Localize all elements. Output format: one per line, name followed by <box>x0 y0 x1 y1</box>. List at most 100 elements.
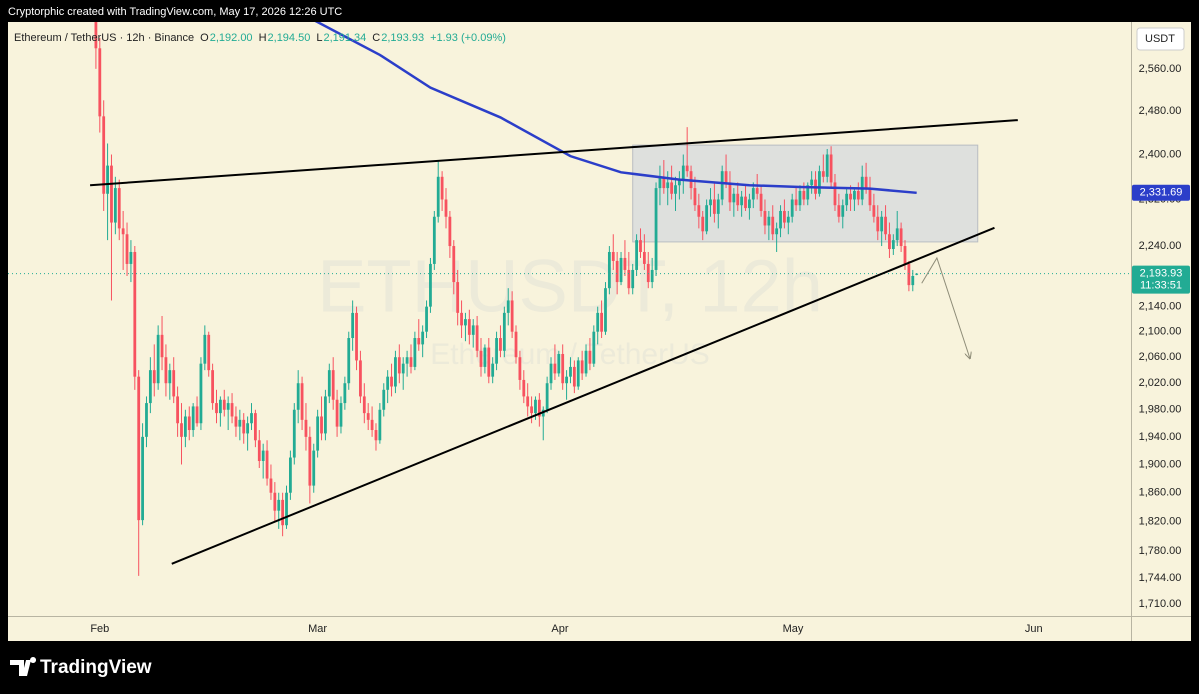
candle-body <box>98 48 102 117</box>
candle-body <box>627 269 631 289</box>
candle-body <box>475 325 479 351</box>
candle-body <box>604 288 607 332</box>
candle-body <box>619 257 623 283</box>
candle-body <box>137 376 141 521</box>
candle-body <box>246 423 250 434</box>
candle-body <box>238 419 242 427</box>
candle-body <box>775 228 779 235</box>
candle-body <box>553 363 557 374</box>
candle-body <box>168 370 172 384</box>
candle-body <box>856 190 860 200</box>
candle-body <box>662 176 666 189</box>
candle-body <box>853 190 856 200</box>
candle-body <box>681 165 685 180</box>
candle-body <box>802 190 806 200</box>
candle-body <box>308 436 312 486</box>
candle-body <box>825 154 829 177</box>
candle-body <box>534 399 537 414</box>
candle-body <box>436 176 440 217</box>
candle-body <box>390 376 393 387</box>
legend-value: 2,191.34 <box>323 32 366 44</box>
candle-body <box>191 406 195 431</box>
candle-body <box>464 319 467 326</box>
y-tick-label: 1,900.00 <box>1139 458 1182 470</box>
x-tick-label: Mar <box>308 623 327 635</box>
candle-body <box>397 357 401 374</box>
y-tick-label: 1,780.00 <box>1139 545 1182 557</box>
candle-body <box>592 331 596 364</box>
candle-body <box>724 171 728 183</box>
candle-body <box>141 436 144 521</box>
moving-average <box>314 22 917 195</box>
candle-body <box>448 216 452 247</box>
candle-body <box>744 196 747 209</box>
candle-body <box>670 182 674 194</box>
candle-body <box>215 403 218 414</box>
candle-body <box>250 413 253 424</box>
candle-body <box>456 282 460 313</box>
candle-body <box>837 205 841 217</box>
candle-body <box>864 176 868 189</box>
candle-body <box>771 216 775 235</box>
candle-body <box>230 403 234 417</box>
candle-body <box>763 210 767 226</box>
legend-change: +1.93 (+0.09%) <box>430 32 506 44</box>
candle-body <box>183 416 187 437</box>
candle-body <box>872 205 876 217</box>
candle-body <box>121 228 125 235</box>
projection-arrow <box>921 256 970 359</box>
legend-prefix: C <box>372 32 380 44</box>
candle-body <box>370 419 374 431</box>
candle-body <box>779 210 782 229</box>
candle-body <box>273 492 277 511</box>
candle-body <box>712 199 716 214</box>
candle-body <box>148 370 152 404</box>
candle-body <box>211 370 215 404</box>
candle-body <box>355 312 358 361</box>
candle-body <box>296 383 300 410</box>
legend-value: 2,193.93 <box>381 32 424 44</box>
candle-body <box>187 416 191 431</box>
candle-body <box>432 216 436 264</box>
candle-body <box>631 269 635 289</box>
candle-body <box>697 205 701 217</box>
candle-body <box>413 338 417 367</box>
candle-body <box>522 379 526 397</box>
candle-body <box>277 499 281 511</box>
candle-body <box>405 357 409 364</box>
candle-body <box>444 199 448 217</box>
candle-body <box>514 331 518 358</box>
x-tick-label: Jun <box>1025 623 1043 635</box>
candle-body <box>911 276 915 286</box>
candle-body <box>650 269 654 283</box>
candle-body <box>748 199 751 209</box>
candle-body <box>483 347 487 367</box>
candle-body <box>518 357 522 380</box>
candle-body <box>331 370 335 400</box>
candle-body <box>841 205 845 217</box>
candle-body <box>156 334 160 384</box>
candle-body <box>362 396 366 414</box>
y-tick-label: 1,940.00 <box>1139 431 1182 443</box>
candle-body <box>720 171 724 200</box>
candle-body <box>584 350 588 374</box>
candle-body <box>891 240 895 250</box>
y-tick-label: 2,240.00 <box>1139 240 1182 252</box>
candle-body <box>530 406 533 414</box>
y-tick-label: 1,860.00 <box>1139 487 1182 499</box>
currency: USDT <box>1145 33 1175 45</box>
candle-body <box>868 188 872 206</box>
legend-value: 2,194.50 <box>268 32 311 44</box>
y-tick-label: 2,480.00 <box>1139 105 1182 117</box>
candle-body <box>755 188 759 194</box>
candle-body <box>335 399 339 427</box>
candle-body <box>382 389 386 410</box>
candle-body <box>160 334 164 358</box>
candle-body <box>195 406 199 424</box>
candle-body <box>783 210 786 223</box>
y-tick-label: 2,020.00 <box>1139 377 1182 389</box>
ma-price-label: 2,331.69 <box>1140 187 1183 199</box>
y-tick-label: 2,400.00 <box>1139 148 1182 160</box>
candle-body <box>642 251 646 264</box>
